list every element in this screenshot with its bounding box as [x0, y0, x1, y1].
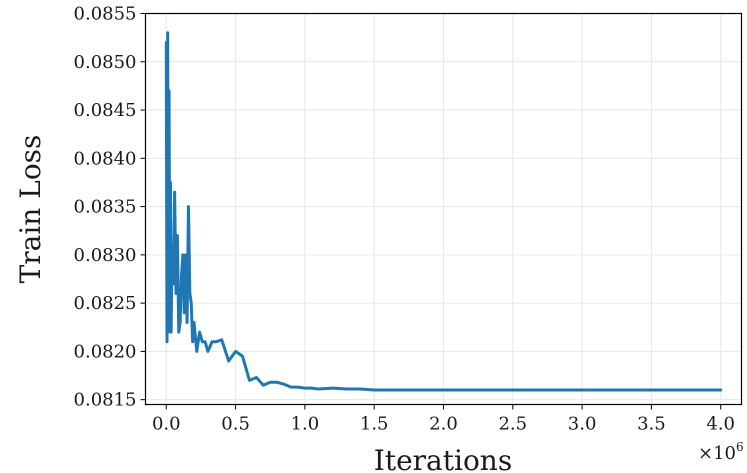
train-loss-line: [164, 31, 723, 392]
x-tick-label: 1.5: [360, 414, 389, 435]
y-tick-label: 0.0845: [74, 100, 137, 121]
y-tick-label: 0.0850: [74, 52, 137, 73]
x-axis-multiplier: ×106: [698, 440, 744, 464]
x-tick-label: 4.0: [706, 414, 735, 435]
axis-ticks: 0.0 0.5 1.0 1.5 2.0 2.5 3.0 3.5 4.0 0.0815 0.0820 0…: [74, 4, 736, 435]
x-axis-label: Iterations: [374, 444, 512, 473]
grid: [145, 13, 742, 405]
x-tick-label: 0.5: [221, 414, 250, 435]
x-multiplier-base: ×10: [698, 443, 736, 464]
x-tick-label: 2.5: [498, 414, 527, 435]
plot-frame: [144, 12, 743, 406]
y-axis-label: Train Loss: [14, 135, 47, 284]
x-tick-label: 2.0: [429, 414, 458, 435]
x-tick-label: 3.5: [637, 414, 666, 435]
x-multiplier-exponent: 6: [736, 440, 744, 454]
y-tick-label: 0.0825: [74, 293, 137, 314]
y-tick-label: 0.0820: [74, 341, 137, 362]
x-tick-label: 1.0: [291, 414, 320, 435]
y-tick-label: 0.0855: [74, 4, 137, 25]
y-tick-label: 0.0835: [74, 197, 137, 218]
series-layer: [164, 31, 723, 392]
x-tick-label: 3.0: [568, 414, 597, 435]
y-tick-label: 0.0840: [74, 148, 137, 169]
x-tick-label: 0.0: [152, 414, 181, 435]
y-tick-label: 0.0815: [74, 390, 137, 411]
y-tick-label: 0.0830: [74, 245, 137, 266]
